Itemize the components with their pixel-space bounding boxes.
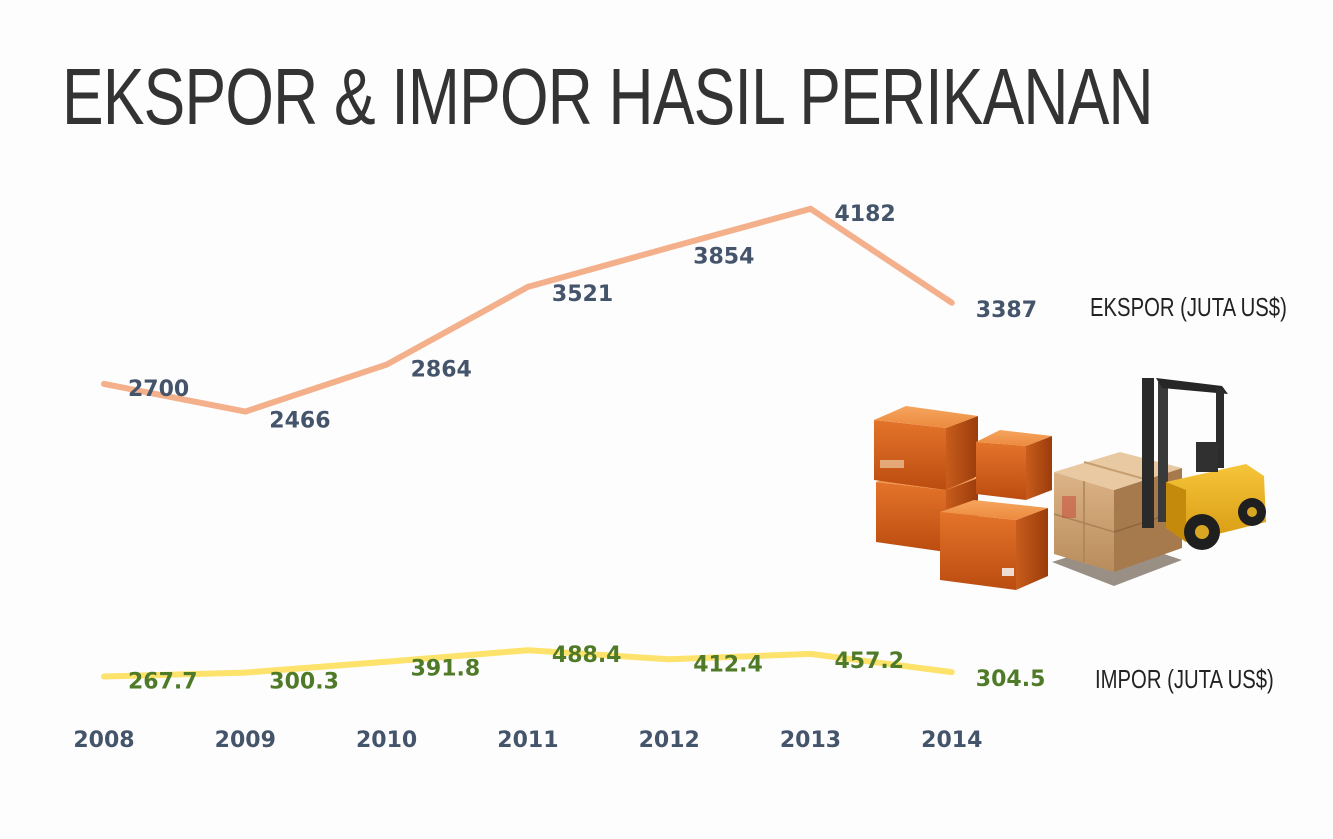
x-tick-label: 2013 <box>780 728 841 753</box>
x-tick-label: 2009 <box>215 728 276 753</box>
slide-title: EKSPOR & IMPOR HASIL PERIKANAN <box>62 52 1154 141</box>
data-label-ekspor: 2466 <box>269 409 330 434</box>
data-label-ekspor: 2700 <box>128 377 189 402</box>
x-tick-label: 2014 <box>921 728 982 753</box>
data-label-impor: 391.8 <box>411 657 481 682</box>
data-label-impor: 412.4 <box>693 652 763 677</box>
data-label-ekspor: 2864 <box>411 358 472 383</box>
series-line-ekspor <box>101 205 955 415</box>
series-label-ekspor: EKSPOR (JUTA US$) <box>1090 292 1287 322</box>
series-line-impor <box>101 647 955 680</box>
data-label-ekspor: 3387 <box>976 298 1037 323</box>
data-label-impor: 300.3 <box>269 670 339 695</box>
data-label-impor: 488.4 <box>552 643 622 668</box>
data-label-ekspor: 3521 <box>552 282 613 307</box>
x-tick-label: 2011 <box>497 728 558 753</box>
x-tick-label: 2010 <box>356 728 417 753</box>
cardboard-boxes-icon <box>874 406 1052 590</box>
forklift-icon <box>1052 378 1266 586</box>
series-label-impor: IMPOR (JUTA US$) <box>1095 664 1274 694</box>
x-tick-label: 2012 <box>639 728 700 753</box>
shipping-illustration <box>874 378 1266 590</box>
data-label-impor: 304.5 <box>976 667 1046 692</box>
data-label-ekspor: 4182 <box>835 202 896 227</box>
data-label-ekspor: 3854 <box>693 245 754 270</box>
data-label-impor: 267.7 <box>128 670 198 695</box>
x-tick-label: 2008 <box>73 728 134 753</box>
data-label-impor: 457.2 <box>835 649 905 674</box>
